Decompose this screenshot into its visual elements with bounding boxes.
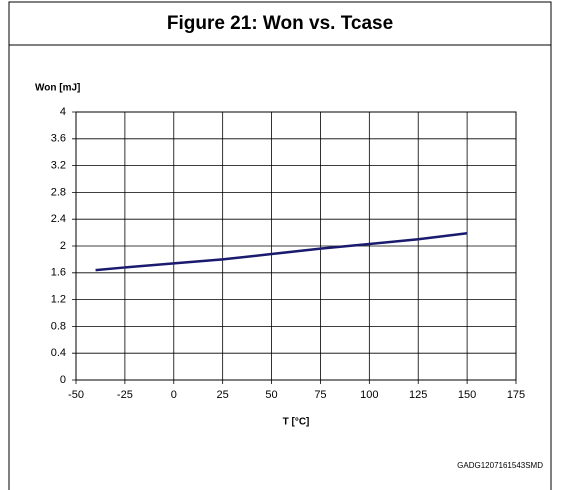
y-tick-label: 2.4 (51, 213, 66, 225)
x-tick-label: 175 (507, 389, 525, 401)
x-tick-label: 25 (217, 389, 229, 401)
y-tick-label: 3.6 (51, 133, 66, 145)
y-tick-label: 3.2 (51, 160, 66, 172)
y-tick-label: 4 (60, 106, 66, 118)
x-axis-label: T [°C] (283, 417, 310, 428)
y-tick-label: 2 (60, 240, 66, 252)
x-tick-label: 0 (171, 389, 177, 401)
line (95, 232, 468, 272)
y-tick-label: 0.8 (51, 320, 66, 332)
x-tick-label: 125 (409, 389, 427, 401)
y-tick-label: 2.8 (51, 186, 66, 198)
x-tick-label: 100 (360, 389, 378, 401)
plot-border (75, 111, 517, 381)
y-tick-label: 1.6 (51, 267, 66, 279)
y-tick-label: 0.4 (51, 347, 66, 359)
frame (8, 1, 552, 490)
x-tick-label: 75 (314, 389, 326, 401)
y-axis-label: Won [mJ] (35, 83, 80, 94)
y-tick-label: 1.2 (51, 294, 66, 306)
annotation: GADG1207161543SMD (457, 461, 543, 470)
x-tick-label: -50 (68, 389, 84, 401)
x-tick-label: 50 (265, 389, 277, 401)
x-tick-label: -25 (117, 389, 133, 401)
y-tick-label: 0 (60, 374, 66, 386)
x-tick-label: 150 (458, 389, 476, 401)
chart-title: Figure 21: Won vs. Tcase (167, 13, 393, 34)
